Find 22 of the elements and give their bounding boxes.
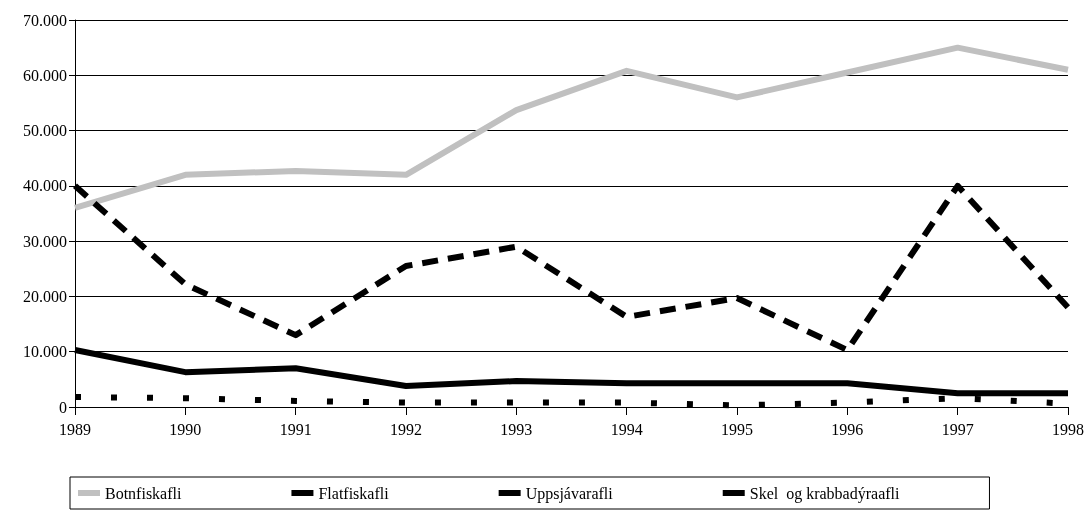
y-tick-label: 20.000 bbox=[23, 287, 67, 305]
y-tick-label: 70.000 bbox=[23, 11, 67, 29]
x-tick-label: 1996 bbox=[831, 420, 864, 438]
x-tick-label: 1997 bbox=[941, 420, 974, 438]
y-tick-label: 40.000 bbox=[23, 177, 67, 195]
y-tick-label: 0 bbox=[59, 398, 67, 416]
x-tick-label: 1994 bbox=[610, 420, 643, 438]
legend-label: Skel og krabbadýraafli bbox=[749, 484, 901, 503]
legend-label: Botnfiskafli bbox=[105, 484, 182, 502]
x-tick-label: 1995 bbox=[721, 420, 753, 438]
x-tick-label: 1989 bbox=[59, 420, 91, 438]
x-tick-label: 1992 bbox=[390, 420, 422, 438]
legend-label: Uppsjávarafli bbox=[525, 484, 614, 503]
y-tick-label: 30.000 bbox=[23, 232, 67, 250]
x-tick-label: 1998 bbox=[1052, 420, 1084, 438]
y-tick-label: 60.000 bbox=[23, 66, 67, 84]
x-tick-label: 1991 bbox=[279, 420, 312, 438]
y-tick-label: 10.000 bbox=[23, 343, 67, 361]
x-tick-label: 1990 bbox=[169, 420, 202, 438]
legend-label: Flatfiskafli bbox=[318, 484, 390, 502]
y-tick-label: 50.000 bbox=[23, 122, 67, 140]
x-tick-label: 1993 bbox=[500, 420, 533, 438]
